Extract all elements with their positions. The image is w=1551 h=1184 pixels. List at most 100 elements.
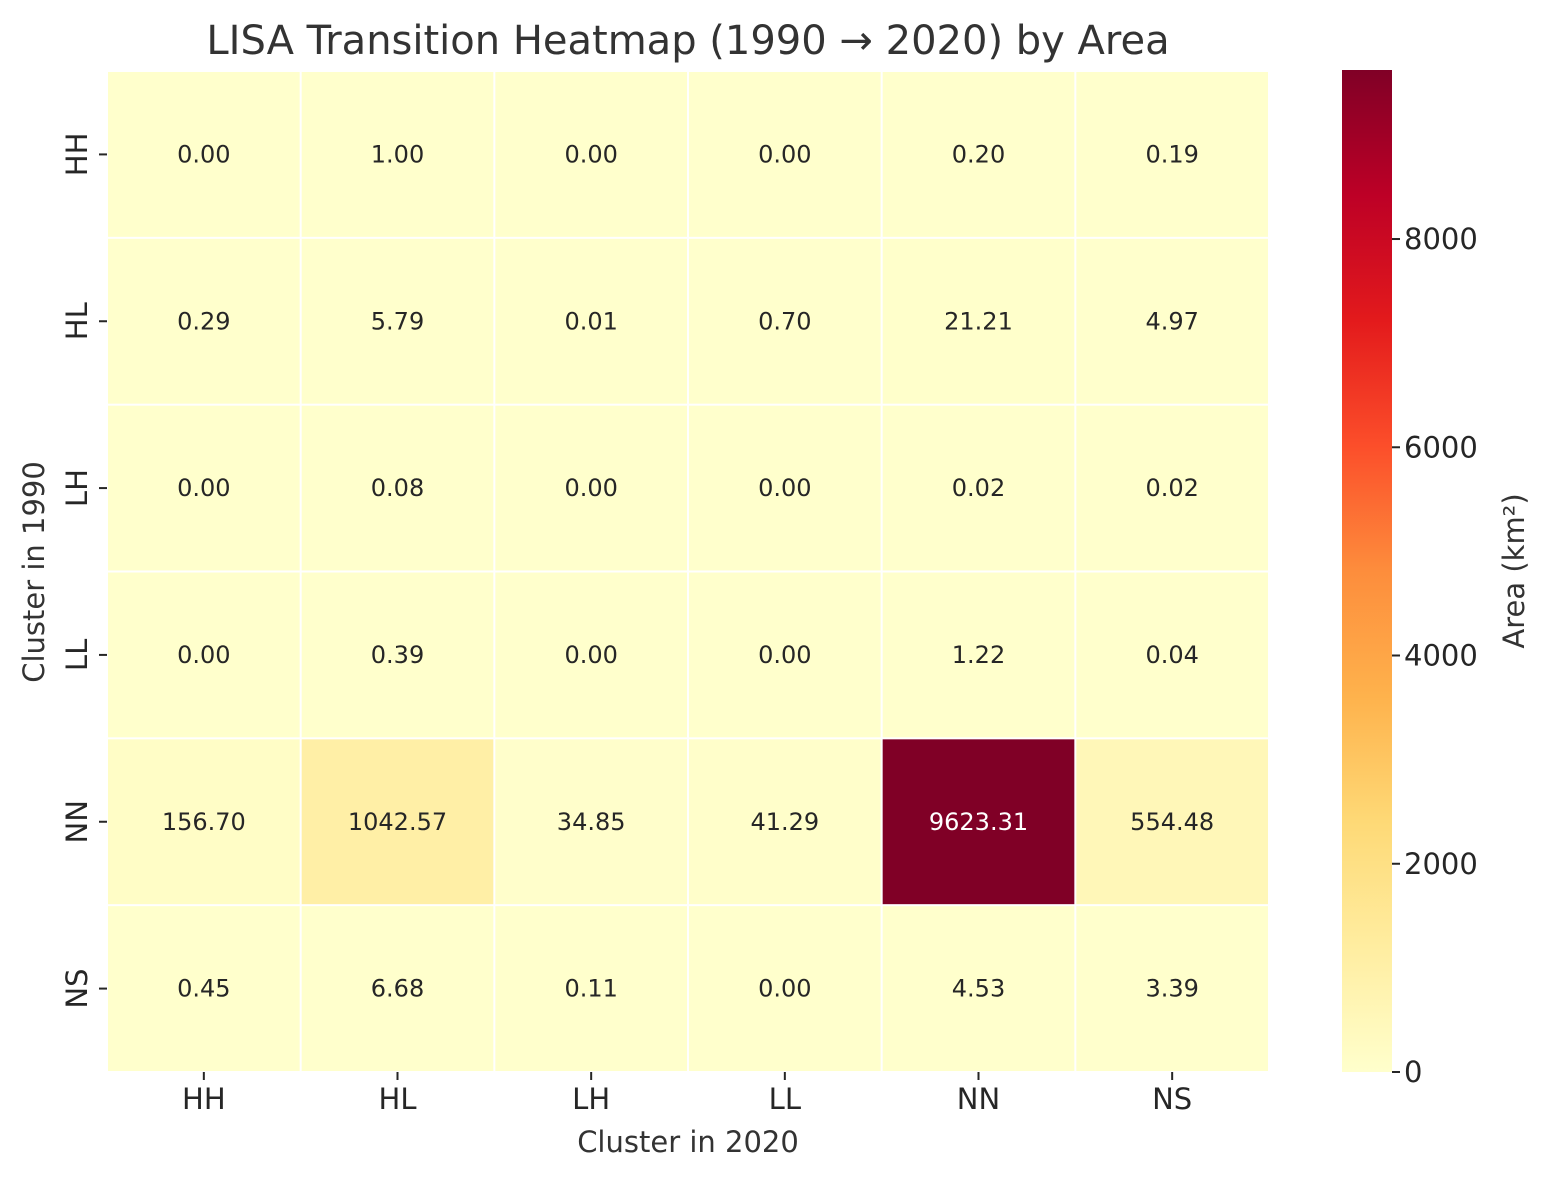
heatmap-cell — [1076, 238, 1268, 404]
x-tick-label: NN — [957, 1082, 1000, 1116]
colorbar-tick-label: 6000 — [1404, 430, 1478, 464]
heatmap-cell — [1076, 906, 1268, 1071]
y-tick-label: NN — [60, 800, 94, 843]
y-axis: HH HL LH LL NN NS — [60, 133, 107, 1009]
heatmap-cell — [495, 238, 687, 404]
cell-value-label: 0.20 — [952, 140, 1005, 168]
cell-value-label: 0.00 — [177, 140, 230, 168]
cell-value-label: 0.45 — [177, 975, 230, 1003]
x-axis: HH HL LH LL NN NS — [182, 1072, 1192, 1116]
colorbar-tick-label: 8000 — [1404, 222, 1478, 256]
cell-value-label: 0.00 — [177, 641, 230, 669]
cell-value-label: 0.00 — [177, 474, 230, 502]
colorbar-label: Area (km²) — [1497, 493, 1531, 648]
x-tick-label: LH — [572, 1082, 610, 1116]
heatmap-cell — [495, 405, 687, 571]
heatmap-cell — [108, 572, 300, 738]
cell-value-label: 156.70 — [162, 808, 246, 836]
colorbar-tick-label: 2000 — [1404, 847, 1478, 881]
cell-value-label: 554.48 — [1130, 808, 1214, 836]
heatmap-cell — [301, 405, 494, 571]
colorbar-tick-label: 0 — [1404, 1055, 1422, 1089]
cell-value-label: 0.39 — [371, 641, 424, 669]
heatmap-cell — [301, 572, 494, 738]
heatmap-cell — [689, 72, 881, 237]
cell-value-label: 0.19 — [1145, 140, 1198, 168]
cell-value-label: 0.04 — [1145, 641, 1198, 669]
x-axis-label: Cluster in 2020 — [577, 1125, 799, 1159]
x-tick-label: HH — [182, 1082, 226, 1116]
heatmap-cell — [689, 238, 881, 404]
heatmap-cell — [882, 572, 1075, 738]
y-tick-label: NS — [60, 969, 94, 1009]
cell-value-label: 0.02 — [952, 474, 1005, 502]
cell-value-label: 6.68 — [371, 975, 424, 1003]
heatmap-cell — [1076, 72, 1268, 237]
cell-value-label: 0.00 — [564, 474, 617, 502]
colorbar-ticks: 0 2000 4000 6000 8000 — [1392, 222, 1478, 1089]
heatmap-cell — [108, 238, 300, 404]
cell-value-label: 0.70 — [758, 307, 811, 335]
cell-value-label: 0.08 — [371, 474, 424, 502]
heatmap-cell — [882, 238, 1075, 404]
y-axis-label: Cluster in 1990 — [17, 461, 51, 683]
y-tick-label: HH — [60, 133, 94, 177]
cell-value-label: 0.29 — [177, 307, 230, 335]
heatmap-cell — [882, 72, 1075, 237]
cell-value-label: 1.22 — [952, 641, 1005, 669]
cell-value-label: 1042.57 — [348, 808, 447, 836]
heatmap-cell — [1076, 572, 1268, 738]
cell-value-label: 1.00 — [371, 140, 424, 168]
cell-value-label: 5.79 — [371, 307, 424, 335]
cell-value-label: 0.02 — [1145, 474, 1198, 502]
x-tick-label: HL — [379, 1082, 417, 1116]
x-tick-label: NS — [1152, 1082, 1192, 1116]
cell-value-label: 41.29 — [750, 808, 819, 836]
chart-title: LISA Transition Heatmap (1990 → 2020) by… — [206, 18, 1169, 64]
cell-value-label: 0.01 — [564, 307, 617, 335]
cell-value-label: 4.53 — [952, 975, 1005, 1003]
heatmap-cell — [1076, 739, 1268, 905]
heatmap-cell — [108, 739, 300, 905]
heatmap-cell — [689, 906, 881, 1071]
heatmap-cell — [495, 572, 687, 738]
cell-value-label: 0.00 — [564, 641, 617, 669]
heatmap-cell — [882, 405, 1075, 571]
colorbar: 0 2000 4000 6000 8000 Area (km²) — [1342, 70, 1531, 1089]
heatmap-cell — [882, 739, 1075, 905]
heatmap-cell — [301, 238, 494, 404]
y-tick-label: LL — [60, 639, 94, 671]
heatmap-cell — [301, 72, 494, 237]
heatmap-cell — [495, 739, 687, 905]
cell-value-label: 21.21 — [944, 307, 1013, 335]
y-tick-label: LH — [60, 469, 94, 507]
cell-value-label: 0.00 — [758, 474, 811, 502]
heatmap-cell — [301, 739, 494, 905]
heatmap-cell — [108, 405, 300, 571]
cell-value-label: 0.11 — [564, 975, 617, 1003]
cell-value-label: 4.97 — [1145, 307, 1198, 335]
heatmap-cell — [689, 739, 881, 905]
colorbar-gradient — [1342, 70, 1392, 1072]
heatmap-cell — [495, 906, 687, 1071]
colorbar-tick-label: 4000 — [1404, 639, 1478, 673]
cell-value-label: 0.00 — [564, 140, 617, 168]
heatmap-cell — [689, 405, 881, 571]
y-tick-label: HL — [60, 302, 94, 340]
heatmap-cell — [1076, 405, 1268, 571]
cell-value-label: 3.39 — [1145, 975, 1198, 1003]
x-tick-label: LL — [769, 1082, 801, 1116]
heatmap-cell — [882, 906, 1075, 1071]
cell-value-label: 0.00 — [758, 975, 811, 1003]
heatmap-cells: 0.00 1.00 0.00 0.00 0.20 0.19 0.29 5.79 0.01 0.70… — [108, 72, 1268, 1071]
heatmap-cell — [495, 72, 687, 237]
heatmap-cell — [301, 906, 494, 1071]
heatmap-cell — [689, 572, 881, 738]
cell-value-label: 34.85 — [557, 808, 626, 836]
cell-value-label: 9623.31 — [929, 808, 1028, 836]
cell-value-label: 0.00 — [758, 140, 811, 168]
heatmap-cell — [108, 72, 300, 237]
heatmap-cell — [108, 906, 300, 1071]
